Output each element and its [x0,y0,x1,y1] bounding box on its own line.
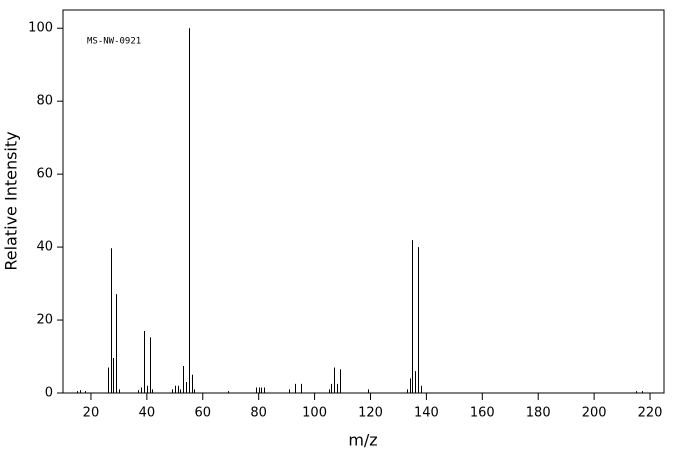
annotation: MS-NW-0921 [87,37,141,47]
x-tick-label: 180 [526,406,551,421]
y-tick-label: 0 [45,386,53,401]
y-tick-label: 20 [36,313,53,328]
x-tick-label: 120 [358,406,383,421]
x-tick-label: 200 [582,406,607,421]
x-tick-label: 140 [414,406,439,421]
x-tick-label: 100 [302,406,327,421]
x-tick-label: 60 [194,406,211,421]
y-tick-label: 100 [28,21,53,36]
x-tick-label: 80 [250,406,267,421]
x-tick-label: 220 [638,406,663,421]
x-tick-label: 40 [139,406,156,421]
plot-frame [62,9,665,394]
x-tick-label: 20 [83,406,100,421]
x-axis-label: m/z [348,431,377,450]
y-axis-label: Relative Intensity [2,131,21,270]
y-tick-label: 40 [36,240,53,255]
y-tick-label: 80 [36,94,53,109]
y-tick-label: 60 [36,167,53,182]
x-tick-label: 160 [470,406,495,421]
